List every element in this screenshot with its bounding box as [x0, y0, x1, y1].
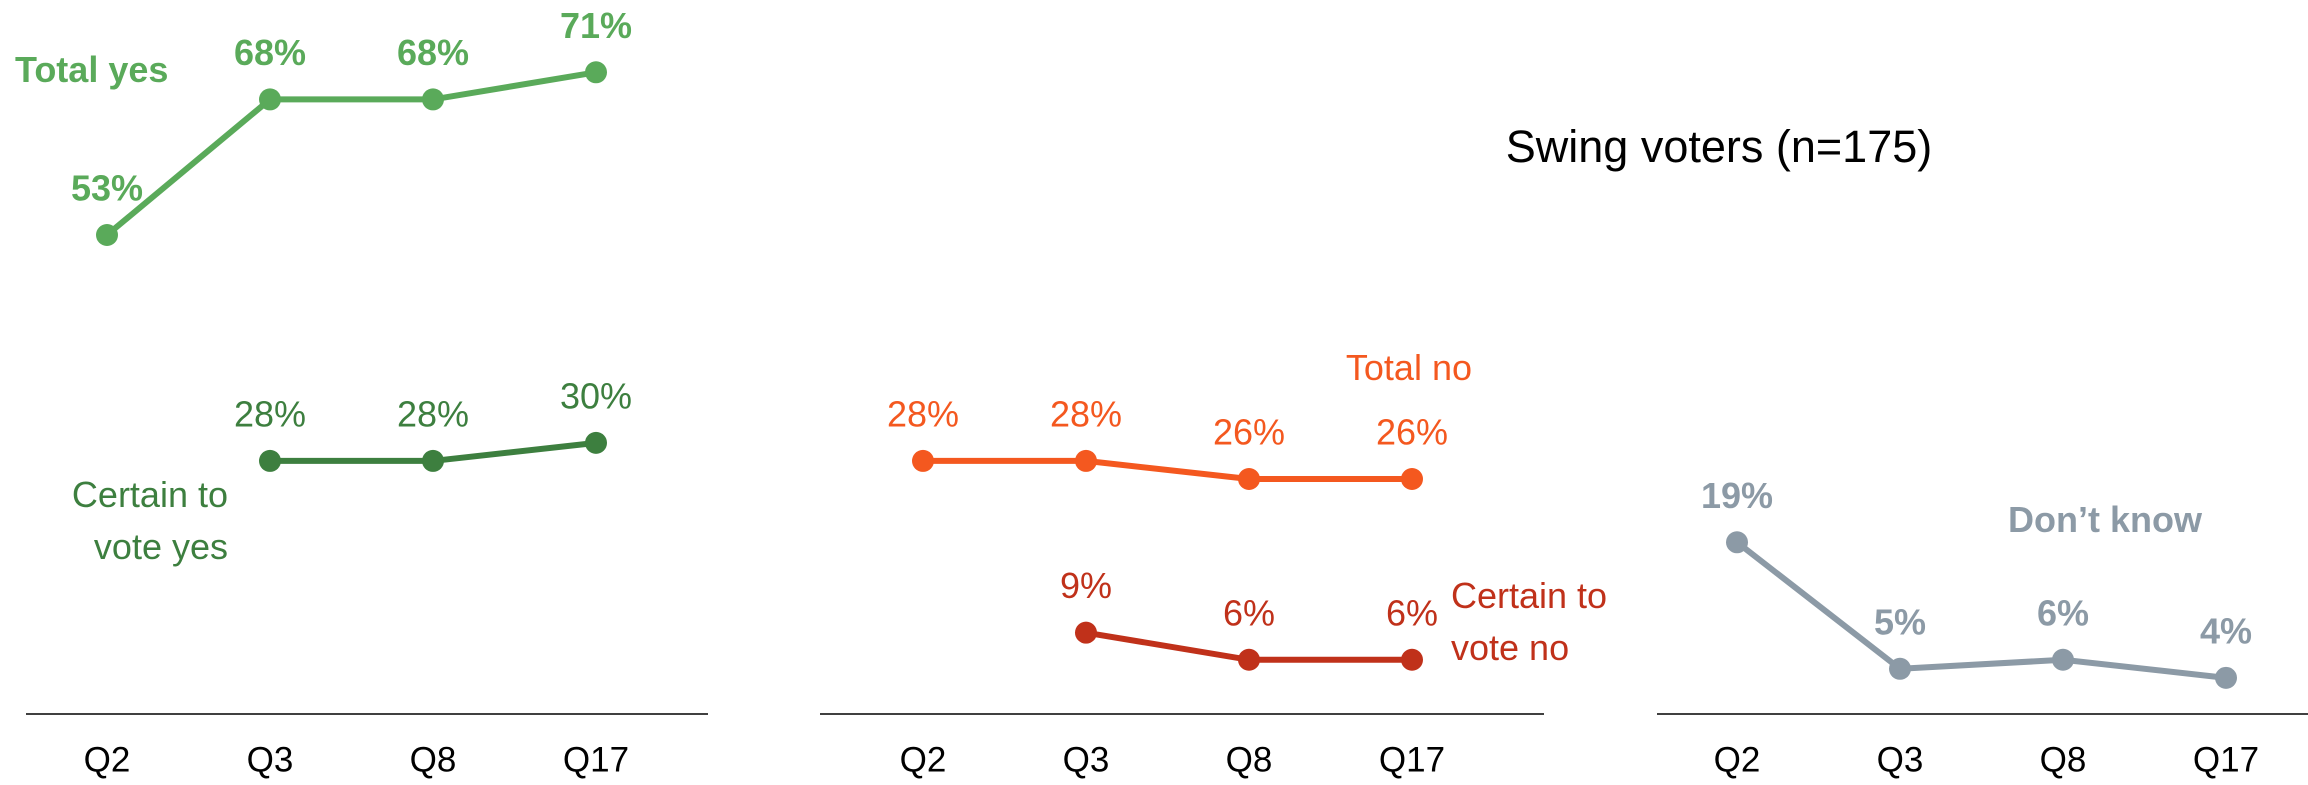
x-tick-label: Q2 [1714, 740, 1761, 779]
data-point [259, 88, 281, 111]
data-label: 6% [1223, 592, 1275, 633]
x-tick-label: Q2 [900, 740, 947, 779]
data-point [422, 449, 444, 472]
x-tick-label: Q3 [247, 740, 294, 779]
series-line [923, 457, 1412, 483]
data-point [1238, 648, 1260, 671]
data-label: 26% [1376, 412, 1448, 453]
data-point [2052, 648, 2074, 671]
data-label: 28% [887, 393, 959, 434]
x-tick-label: Q8 [2040, 740, 2087, 779]
data-point [585, 61, 607, 84]
data-label: 9% [1060, 565, 1112, 606]
data-label: 68% [234, 32, 306, 73]
data-point [1075, 621, 1097, 644]
x-tick-label: Q17 [563, 740, 629, 779]
data-label: 28% [1050, 393, 1122, 434]
data-label: 4% [2200, 610, 2252, 651]
data-point [1075, 449, 1097, 472]
data-point [1889, 657, 1911, 680]
series-label: Certain to vote yes [71, 474, 228, 567]
x-tick-label: Q2 [84, 740, 131, 779]
x-tick-label: Q3 [1877, 740, 1924, 779]
series-line [105, 69, 597, 238]
data-label: 26% [1213, 412, 1285, 453]
data-label: 28% [397, 393, 469, 434]
series-label: Total yes [15, 49, 169, 90]
x-tick-label: Q17 [2193, 740, 2259, 779]
data-point [912, 449, 934, 472]
data-point [1401, 648, 1423, 671]
x-tick-label: Q17 [1379, 740, 1445, 779]
x-tick-label: Q3 [1063, 740, 1110, 779]
data-point [259, 449, 281, 472]
data-label: 28% [234, 393, 306, 434]
data-label: 71% [560, 5, 632, 46]
data-point [96, 223, 118, 246]
data-label: 53% [71, 168, 143, 209]
data-label: 5% [1874, 601, 1926, 642]
series-label: Certain to vote no [1451, 575, 1608, 668]
data-point [1238, 468, 1260, 491]
data-point [422, 88, 444, 111]
data-point [2215, 666, 2237, 689]
data-label: 6% [1386, 592, 1438, 633]
data-point [1401, 468, 1423, 491]
data-point [1726, 531, 1748, 554]
chart-title: Swing voters (n=175) [1506, 121, 1932, 172]
series-line [1735, 539, 2227, 681]
x-tick-label: Q8 [410, 740, 457, 779]
series-label: Don’t know [2008, 499, 2202, 540]
data-label: 68% [397, 32, 469, 73]
data-point [585, 431, 607, 454]
data-label: 6% [2037, 592, 2089, 633]
x-tick-label: Q8 [1226, 740, 1273, 779]
series-label: Total no [1345, 347, 1472, 388]
data-label: 30% [560, 375, 632, 416]
data-label: 19% [1701, 475, 1773, 516]
